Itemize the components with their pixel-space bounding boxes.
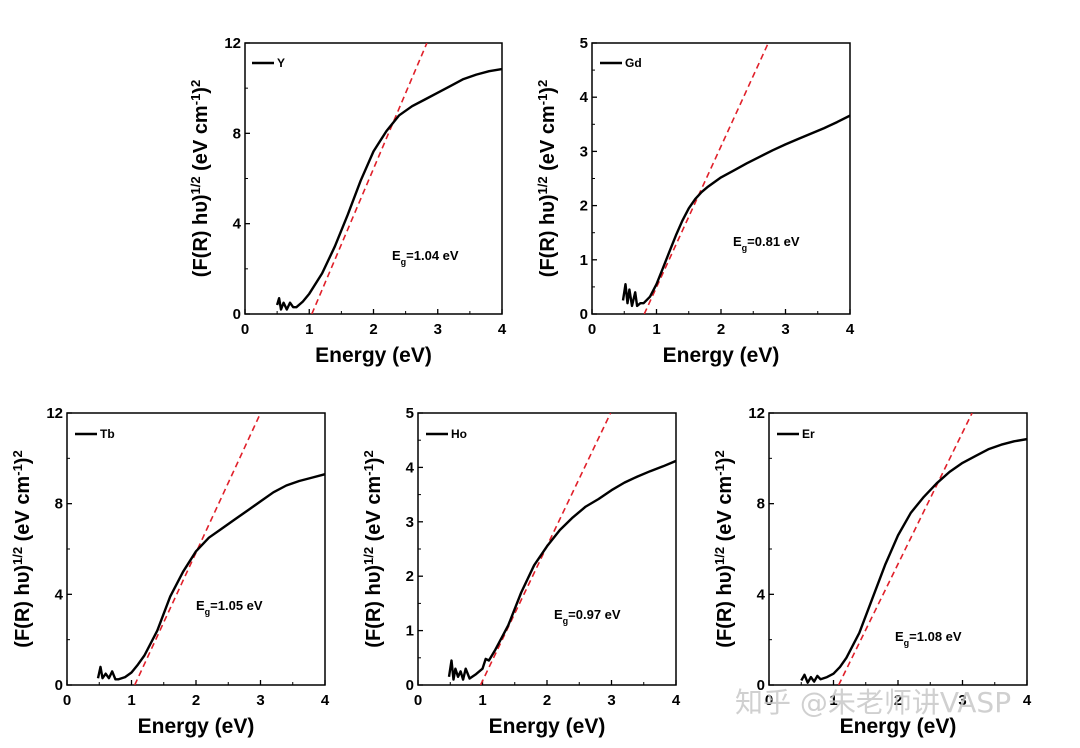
x-tick-label: 4 — [498, 321, 507, 338]
bandgap-annotation: Eg=0.81 eV — [733, 234, 800, 253]
y-tick-label: 4 — [55, 586, 64, 603]
bandgap-annotation: Eg=1.04 eV — [392, 248, 459, 267]
y-tick-label: 5 — [406, 405, 414, 422]
x-tick-label: 2 — [894, 692, 902, 709]
data-curve-tb — [96, 473, 325, 681]
legend-label: Ho — [451, 427, 467, 441]
x-tick-label: 0 — [63, 692, 71, 709]
y-tick-label: 2 — [406, 568, 414, 585]
y-tick-label: 2 — [580, 198, 588, 215]
y-tick-label: 8 — [757, 496, 765, 513]
y-tick-label: 0 — [233, 306, 241, 323]
x-tick-label: 4 — [672, 692, 681, 709]
x-axis-label: Energy (eV) — [663, 344, 780, 367]
y-tick-label: 3 — [580, 143, 588, 160]
plot-frame — [417, 412, 677, 686]
legend-label: Er — [802, 427, 815, 441]
panel-gd: 0 1 2 3 4 0 1 2 3 4 5 Energy (eV) (F(R) hυ)1/2 (eV c… — [535, 35, 855, 367]
y-tick-label: 5 — [580, 35, 588, 52]
y-tick-label: 8 — [233, 125, 241, 142]
x-tick-label: 0 — [414, 692, 422, 709]
y-axis-label: (F(R) hυ)1/2 (eV cm-1)2 — [361, 450, 386, 647]
y-tick-label: 12 — [46, 405, 63, 422]
x-tick-label: 3 — [256, 692, 264, 709]
x-tick-label: 0 — [588, 321, 596, 338]
y-tick-label: 4 — [406, 459, 415, 476]
plot-frame — [768, 412, 1028, 686]
x-tick-label: 2 — [717, 321, 725, 338]
y-tick-label: 1 — [406, 623, 414, 640]
x-tick-label: 3 — [781, 321, 789, 338]
x-tick-label: 3 — [434, 321, 442, 338]
plot-frame — [244, 42, 503, 315]
x-tick-label: 1 — [829, 692, 837, 709]
x-tick-label: 2 — [369, 321, 377, 338]
x-tick-label: 3 — [958, 692, 966, 709]
y-tick-label: 1 — [580, 252, 588, 269]
y-axis-label: (F(R) hυ)1/2 (eV cm-1)2 — [188, 80, 213, 277]
linear-fit-line — [311, 43, 428, 314]
y-tick-label: 4 — [580, 89, 589, 106]
y-tick-label: 8 — [55, 496, 63, 513]
legend-label: Tb — [100, 427, 115, 441]
x-tick-label: 2 — [543, 692, 551, 709]
x-tick-label: 1 — [305, 321, 313, 338]
data-curve-ho — [447, 459, 676, 681]
x-tick-label: 0 — [241, 321, 249, 338]
plot-frame — [66, 412, 326, 686]
x-axis-label: Energy (eV) — [840, 715, 957, 738]
bandgap-annotation: Eg=1.05 eV — [196, 598, 263, 617]
x-axis-label: Energy (eV) — [138, 715, 255, 738]
y-tick-label: 4 — [233, 216, 242, 233]
y-axis-label: (F(R) hυ)1/2 (eV cm-1)2 — [535, 80, 560, 277]
linear-fit-line — [837, 413, 973, 685]
y-tick-label: 12 — [748, 405, 765, 422]
x-axis-label: Energy (eV) — [489, 715, 606, 738]
y-tick-label: 12 — [224, 35, 241, 52]
bandgap-annotation: Eg=1.08 eV — [895, 629, 962, 648]
y-tick-label: 0 — [757, 677, 765, 694]
legend-label: Gd — [625, 56, 642, 70]
y-tick-label: 0 — [406, 677, 414, 694]
legend-label: Y — [277, 56, 285, 70]
y-tick-label: 4 — [757, 586, 766, 603]
x-tick-label: 4 — [846, 321, 855, 338]
x-tick-label: 4 — [321, 692, 330, 709]
x-tick-label: 3 — [607, 692, 615, 709]
data-curve-gd — [621, 114, 850, 308]
x-tick-label: 4 — [1023, 692, 1032, 709]
x-tick-label: 1 — [127, 692, 135, 709]
x-tick-label: 1 — [478, 692, 486, 709]
y-tick-label: 3 — [406, 514, 414, 531]
linear-fit-line — [643, 43, 770, 314]
x-axis-label: Energy (eV) — [315, 344, 432, 367]
y-tick-label: 0 — [55, 677, 63, 694]
y-axis-label: (F(R) hυ)1/2 (eV cm-1)2 — [10, 450, 35, 647]
x-tick-label: 2 — [192, 692, 200, 709]
x-tick-label: 0 — [765, 692, 773, 709]
data-curve-er — [800, 437, 1027, 684]
y-axis-label: (F(R) hυ)1/2 (eV cm-1)2 — [712, 450, 737, 647]
panel-ho: 0 1 2 3 4 0 1 2 3 4 5 Energy (eV) (F(R) hυ)1/2 (eV c… — [361, 405, 681, 738]
bandgap-annotation: Eg=0.97 eV — [554, 607, 621, 626]
y-tick-label: 0 — [580, 306, 588, 323]
watermark-text: 知乎 @朱老师讲VASP — [735, 686, 1011, 719]
x-tick-label: 1 — [652, 321, 660, 338]
data-curve-y — [275, 67, 502, 311]
